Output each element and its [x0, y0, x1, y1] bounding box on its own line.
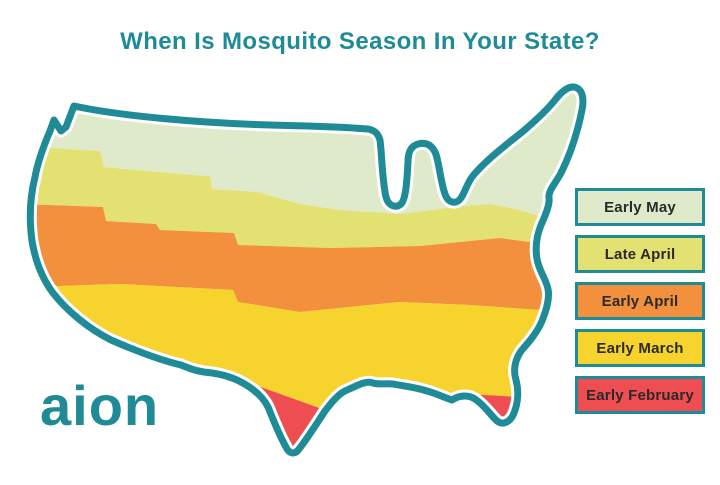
legend-item-early-may: Early May — [575, 188, 705, 226]
map-outline — [26, 83, 587, 457]
legend-item-label: Early May — [604, 198, 676, 216]
page-title: When Is Mosquito Season In Your State? — [120, 28, 600, 55]
legend-item-label: Late April — [604, 245, 676, 263]
map-band-early-april — [30, 204, 583, 312]
legend: Early May Late April Early April Early M… — [575, 188, 705, 423]
legend-item-early-april: Early April — [575, 282, 705, 320]
legend-item-label: Early April — [601, 292, 679, 310]
legend-item-label: Early February — [586, 386, 694, 404]
map-band-late-april — [30, 146, 583, 248]
aion-logo: aion — [40, 374, 160, 437]
legend-item-late-april: Late April — [575, 235, 705, 273]
legend-item-early-march: Early March — [575, 329, 705, 367]
legend-item-early-february: Early February — [575, 376, 705, 414]
legend-item-label: Early March — [596, 339, 684, 357]
